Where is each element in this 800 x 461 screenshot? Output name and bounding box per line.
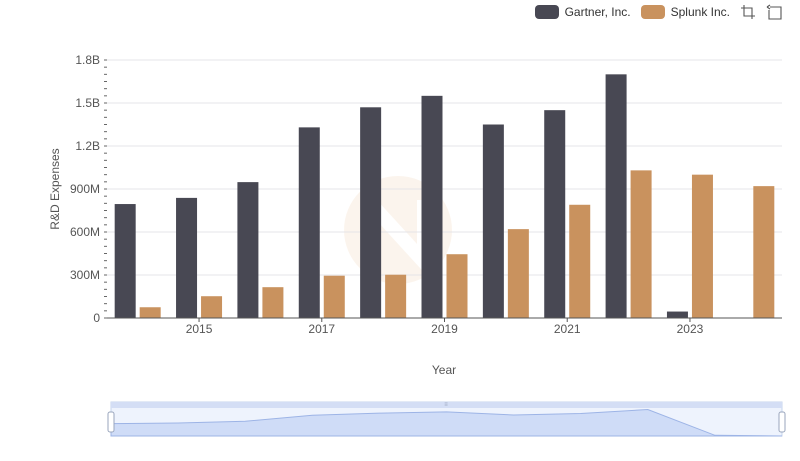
slider-grip-icon[interactable]: ≡: [444, 402, 448, 408]
bar-splunk-2019[interactable]: [446, 254, 468, 318]
bar-splunk-2020[interactable]: [507, 229, 529, 318]
y-tick-label: 1.8B: [75, 53, 100, 67]
legend-label-gartner: Gartner, Inc.: [564, 5, 631, 19]
bar-gartner-2016[interactable]: [237, 182, 259, 318]
axes: 0 300M 600M 900M 1.2B 1.5B 1.8B 2015 2017 2019 202…: [70, 53, 782, 336]
bar-splunk-2017[interactable]: [323, 275, 345, 318]
x-tick-label: 2015: [186, 322, 213, 336]
legend-item-gartner[interactable]: Gartner, Inc.: [534, 5, 631, 19]
zoom-select-icon[interactable]: [740, 4, 756, 20]
legend-item-splunk[interactable]: Splunk Inc.: [640, 5, 730, 19]
y-axis-title: R&D Expenses: [48, 148, 62, 229]
x-tick-label: 2021: [554, 322, 581, 336]
slider-top-bar[interactable]: [111, 402, 782, 408]
legend-swatch-splunk: [640, 5, 665, 19]
bar-splunk-2018[interactable]: [385, 274, 407, 318]
bar-gartner-2020[interactable]: [482, 124, 504, 319]
bars: [114, 74, 775, 319]
bar-splunk-2022[interactable]: [630, 170, 652, 318]
legend-label-splunk: Splunk Inc.: [670, 5, 730, 19]
drag-handle-icon[interactable]: [778, 411, 786, 433]
y-tick-label: 1.2B: [75, 139, 100, 153]
y-tick-label: 300M: [70, 268, 100, 282]
bar-splunk-2014[interactable]: [139, 307, 161, 318]
y-tick-label: 0: [93, 311, 100, 325]
y-tick-label: 600M: [70, 225, 100, 239]
bar-gartner-2014[interactable]: [114, 204, 136, 318]
y-tick-label: 1.5B: [75, 96, 100, 110]
y-tick-label: 900M: [70, 182, 100, 196]
bar-splunk-2016[interactable]: [262, 287, 284, 318]
bar-gartner-2021[interactable]: [544, 110, 566, 319]
x-tick-label: 2023: [677, 322, 704, 336]
data-zoom-slider[interactable]: ≡: [107, 401, 786, 437]
legend-swatch-gartner: [534, 5, 559, 19]
x-tick-label: 2019: [431, 322, 458, 336]
drag-handle-icon[interactable]: [107, 411, 115, 433]
bar-gartner-2017[interactable]: [298, 127, 320, 318]
bar-splunk-2024[interactable]: [753, 186, 775, 318]
bar-gartner-2015[interactable]: [176, 197, 198, 318]
grid: [107, 59, 782, 276]
bar-splunk-2023[interactable]: [691, 174, 713, 318]
bar-splunk-2015[interactable]: [201, 296, 223, 318]
bar-gartner-2023[interactable]: [666, 311, 688, 318]
slider-preview-area: [110, 409, 783, 437]
legend: Gartner, Inc. Splunk Inc.: [534, 4, 782, 20]
x-axis-title: Year: [432, 363, 456, 377]
x-tick-label: 2017: [308, 322, 335, 336]
bar-gartner-2018[interactable]: [360, 107, 382, 318]
bar-gartner-2019[interactable]: [421, 95, 443, 318]
zoom-reset-icon[interactable]: [766, 4, 782, 20]
bar-splunk-2021[interactable]: [569, 204, 591, 318]
bar-gartner-2022[interactable]: [605, 74, 627, 318]
